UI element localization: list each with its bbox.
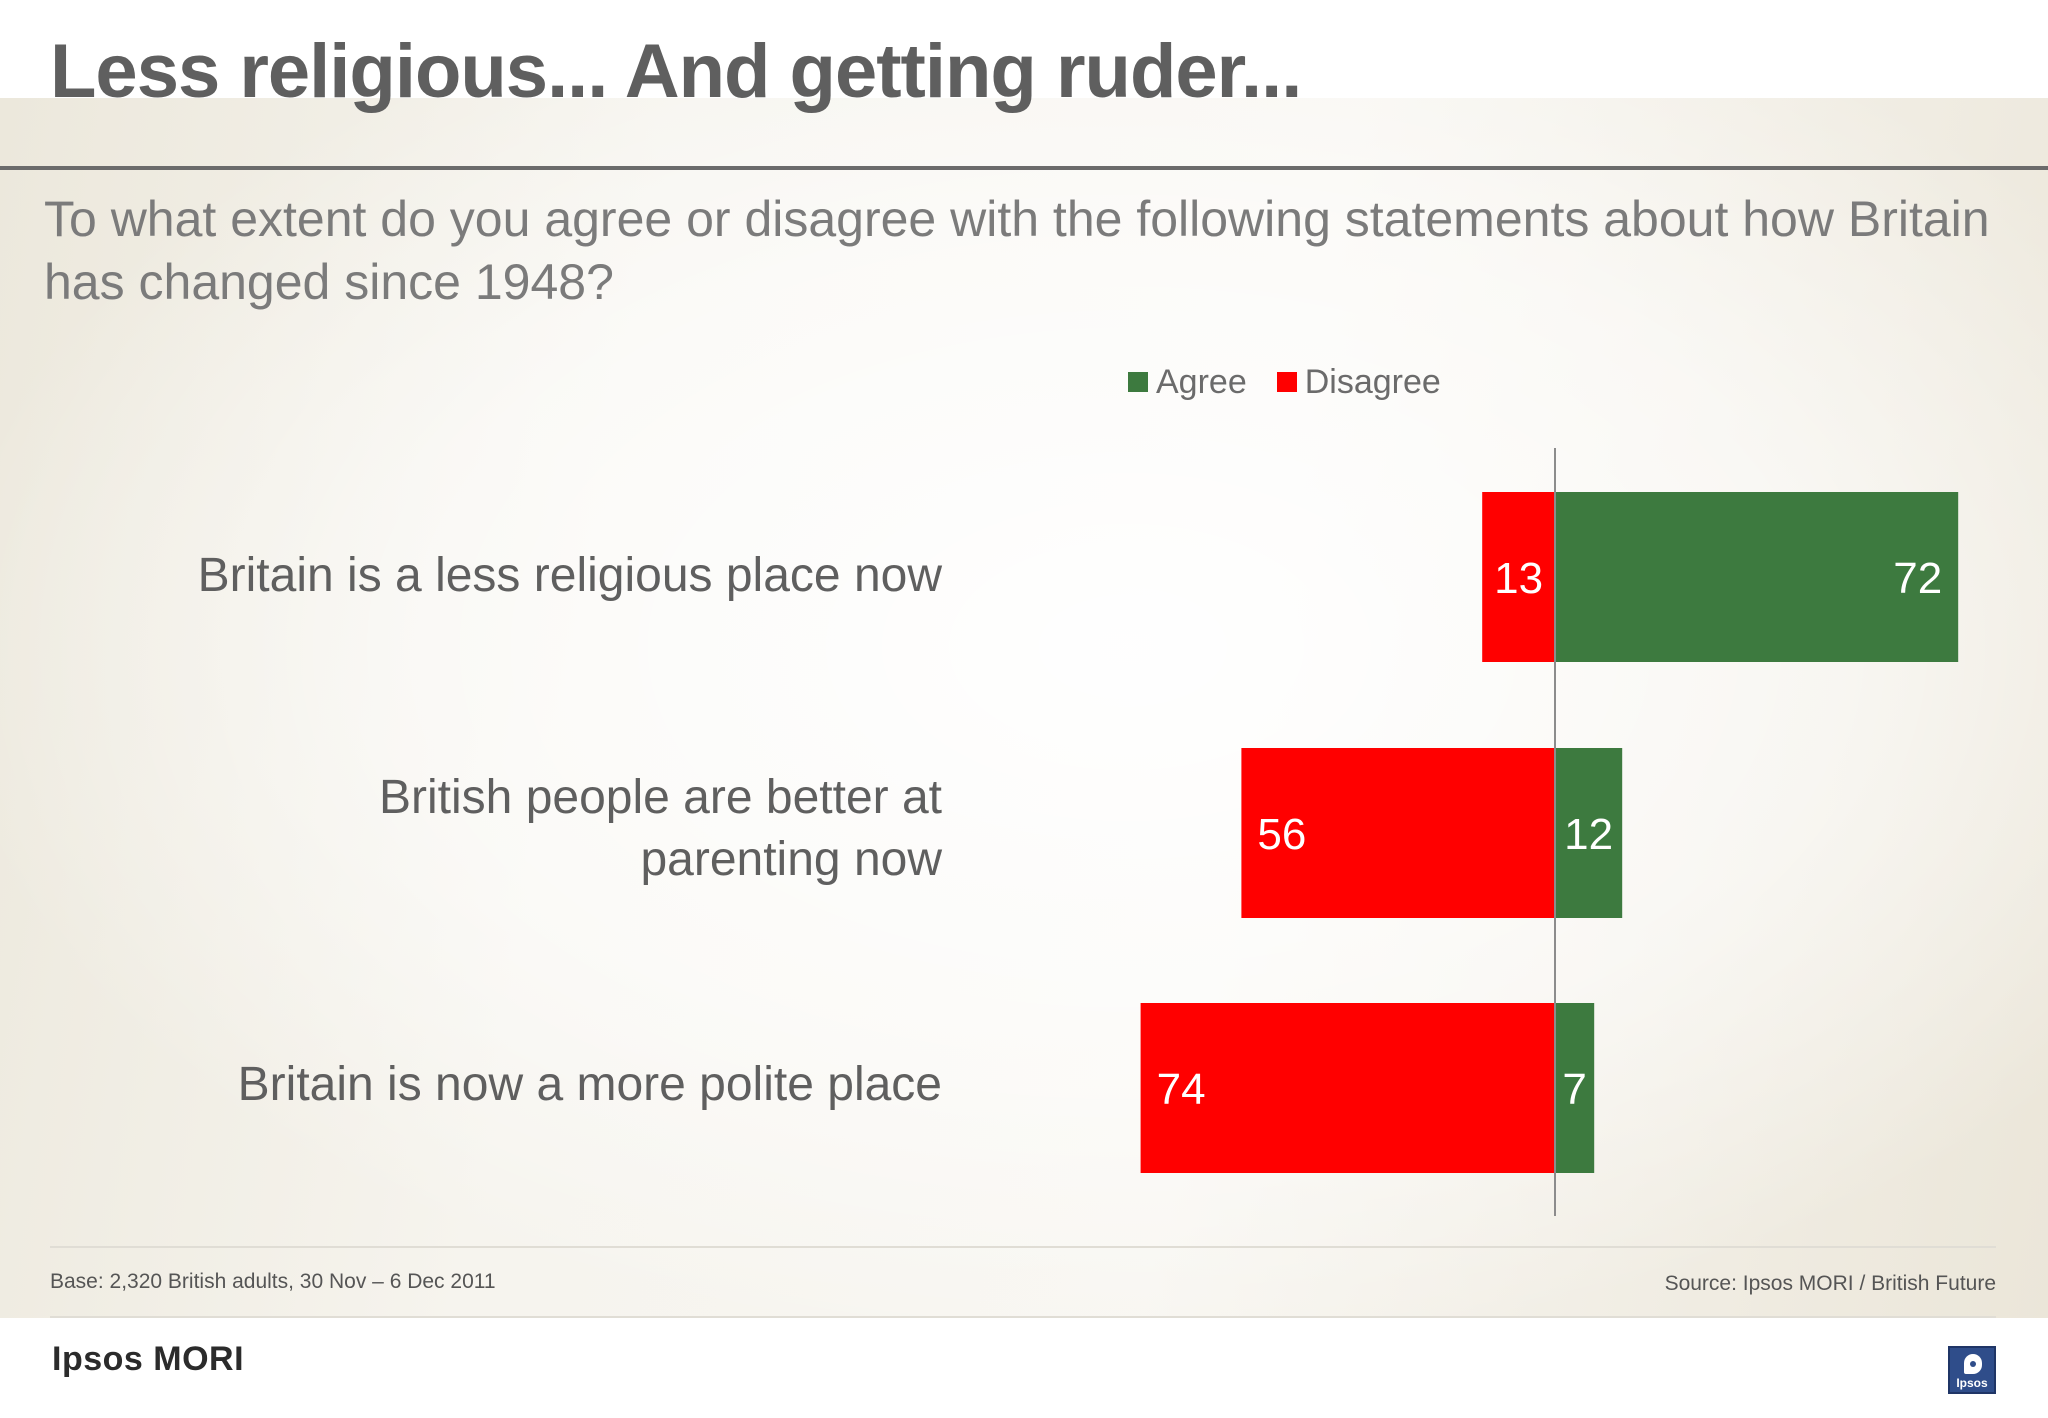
brand-wordmark: Ipsos MORI [52, 1340, 245, 1378]
legend-swatch-agree [1128, 372, 1148, 392]
footer-divider-top [50, 1246, 1996, 1248]
data-label-agree-0: 72 [1893, 554, 1942, 603]
data-label-disagree-1: 56 [1257, 810, 1306, 859]
legend-label-agree: Agree [1156, 362, 1247, 401]
base-note: Base: 2,320 British adults, 30 Nov – 6 D… [50, 1270, 496, 1293]
legend-item-agree: Agree [1128, 363, 1247, 402]
footer-divider-bottom [50, 1316, 1996, 1318]
legend-item-disagree: Disagree [1276, 362, 1441, 402]
data-label-disagree-0: 13 [1494, 554, 1543, 603]
bar-disagree-2 [1140, 1003, 1555, 1173]
category-label-parenting: British people are better at parenting n… [379, 771, 942, 886]
data-label-agree-1: 12 [1564, 810, 1613, 859]
logo-label: Ipsos [1956, 1376, 1988, 1390]
bar-agree-1 [1555, 748, 1623, 918]
bar-agree-2 [1555, 1003, 1595, 1173]
page-title: Less religious... And getting ruder... [50, 29, 1302, 114]
bar-disagree-0 [1482, 492, 1555, 662]
survey-question: To what extent do you agree or disagree … [44, 191, 1990, 310]
bar-agree-0 [1555, 492, 1959, 662]
speech-bubble-icon [1964, 1354, 1982, 1374]
data-label-agree-2: 7 [1562, 1065, 1586, 1114]
category-label-polite: Britain is now a more polite place [237, 1058, 942, 1111]
data-label-disagree-2: 74 [1157, 1065, 1206, 1114]
category-label-religious: Britain is a less religious place now [197, 549, 942, 602]
source-note: Source: Ipsos MORI / British Future [1664, 1272, 1996, 1295]
chart-legend: Agree Disagree [1128, 360, 1471, 404]
legend-label-disagree: Disagree [1304, 362, 1441, 401]
ipsos-logo: Ipsos [1948, 1346, 1996, 1394]
bar-disagree-1 [1241, 748, 1555, 918]
paper-texture-background [0, 98, 2048, 1318]
title-divider [0, 166, 2048, 170]
legend-swatch-disagree [1276, 372, 1297, 392]
